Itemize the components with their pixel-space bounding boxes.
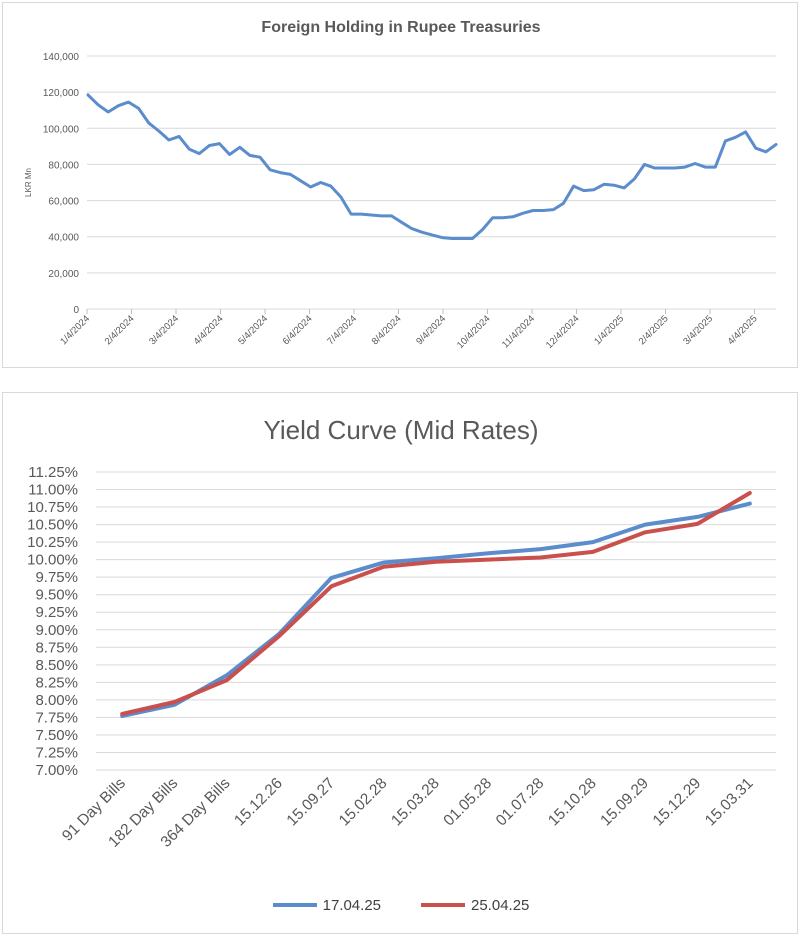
x-tick-label: 3/4/2024 bbox=[147, 313, 181, 347]
x-tick-label: 8/4/2024 bbox=[370, 313, 404, 347]
y-tick-label: 40,000 bbox=[48, 233, 79, 244]
x-tick-label: 9/4/2024 bbox=[414, 313, 448, 347]
yield-series-line-1 bbox=[120, 501, 752, 718]
foreign-holding-chart-panel: Foreign Holding in Rupee Treasuries 0 20,0… bbox=[2, 2, 798, 368]
y-tick-label: 8.50% bbox=[35, 657, 78, 674]
y-tick-label: 140,000 bbox=[43, 52, 80, 63]
x-tick-label: 15.10.28 bbox=[545, 775, 600, 830]
x-tick-label: 01.05.28 bbox=[440, 775, 495, 830]
x-tick-label: 4/4/2024 bbox=[192, 313, 226, 347]
x-tick-label: 12/4/2024 bbox=[544, 313, 582, 351]
y-tick-label: 8.25% bbox=[35, 674, 78, 691]
y-axis-label: LKR Mn bbox=[24, 168, 33, 197]
legend-swatch-series-2 bbox=[421, 903, 465, 907]
x-tick-label: 1/4/2024 bbox=[58, 313, 92, 347]
y-tick-label: 7.50% bbox=[35, 727, 78, 744]
x-tick-label: 15.12.29 bbox=[650, 775, 705, 830]
x-tick-label: 15.09.27 bbox=[284, 775, 339, 830]
y-tick-label: 10.50% bbox=[27, 517, 78, 534]
y-tick-label: 10.00% bbox=[27, 552, 78, 569]
yield-series-line-2 bbox=[120, 491, 752, 716]
x-tick-label: 3/4/2025 bbox=[681, 313, 715, 347]
x-tick-label: 6/4/2024 bbox=[281, 313, 315, 347]
y-tick-label: 7.25% bbox=[35, 744, 78, 761]
x-tick-label: 4/4/2025 bbox=[726, 313, 760, 347]
legend-label-series-2: 25.04.25 bbox=[471, 896, 530, 914]
x-tick-label: 01.07.28 bbox=[493, 775, 548, 830]
y-tick-label: 7.75% bbox=[35, 709, 78, 726]
y-tick-label: 60,000 bbox=[48, 197, 79, 208]
y-tick-label: 9.75% bbox=[35, 569, 78, 586]
legend-label-series-1: 17.04.25 bbox=[322, 896, 381, 914]
yield-curve-legend: 17.04.25 25.04.25 bbox=[3, 893, 799, 917]
x-tick-label: 15.09.29 bbox=[597, 775, 652, 830]
chart-title: Foreign Holding in Rupee Treasuries bbox=[261, 19, 540, 36]
x-tick-label: 15.12.26 bbox=[231, 775, 286, 830]
x-tick-label: 15.03.28 bbox=[388, 775, 443, 830]
legend-item-series-1: 17.04.25 bbox=[272, 896, 381, 914]
chart-title: Yield Curve (Mid Rates) bbox=[263, 415, 538, 445]
y-tick-label: 8.00% bbox=[35, 692, 78, 709]
yield-curve-chart: Yield Curve (Mid Rates) 7.00%7.25%7.50%7.… bbox=[27, 415, 776, 851]
y-tick-label: 11.00% bbox=[28, 482, 78, 499]
y-tick-label: 9.00% bbox=[35, 622, 78, 639]
foreign-holding-series-line bbox=[86, 93, 778, 240]
foreign-holding-chart: Foreign Holding in Rupee Treasuries 0 20,0… bbox=[24, 19, 778, 351]
x-tick-label: 15.03.31 bbox=[702, 775, 757, 830]
y-tick-label: 0 bbox=[73, 305, 79, 316]
y-tick-label: 7.00% bbox=[35, 762, 78, 779]
x-tick-label: 10/4/2024 bbox=[455, 313, 493, 351]
y-tick-label: 8.75% bbox=[35, 639, 78, 656]
x-tick-label: 1/4/2025 bbox=[592, 313, 626, 347]
y-tick-label: 80,000 bbox=[48, 160, 79, 171]
y-tick-label: 120,000 bbox=[43, 88, 80, 99]
y-tick-label: 10.25% bbox=[27, 534, 78, 551]
x-tick-label: 2/4/2025 bbox=[637, 313, 671, 347]
x-tick-label: 2/4/2024 bbox=[103, 313, 137, 347]
y-tick-label: 9.25% bbox=[35, 604, 78, 621]
legend-item-series-2: 25.04.25 bbox=[421, 897, 529, 914]
x-tick-label: 7/4/2024 bbox=[325, 313, 359, 347]
y-tick-label: 10.75% bbox=[27, 499, 78, 516]
y-tick-label: 9.50% bbox=[35, 587, 78, 604]
x-tick-label: 11/4/2024 bbox=[500, 313, 537, 350]
y-tick-label: 100,000 bbox=[43, 124, 80, 135]
x-tick-label: 15.02.28 bbox=[336, 775, 391, 830]
y-tick-label: 20,000 bbox=[48, 269, 79, 280]
x-tick-label: 5/4/2024 bbox=[236, 313, 270, 347]
legend-swatch-series-1 bbox=[272, 903, 317, 907]
yield-curve-chart-panel: Yield Curve (Mid Rates) 7.00% 7.25% 7.50% 7.… bbox=[2, 392, 798, 934]
y-tick-label: 11.25% bbox=[28, 464, 78, 481]
